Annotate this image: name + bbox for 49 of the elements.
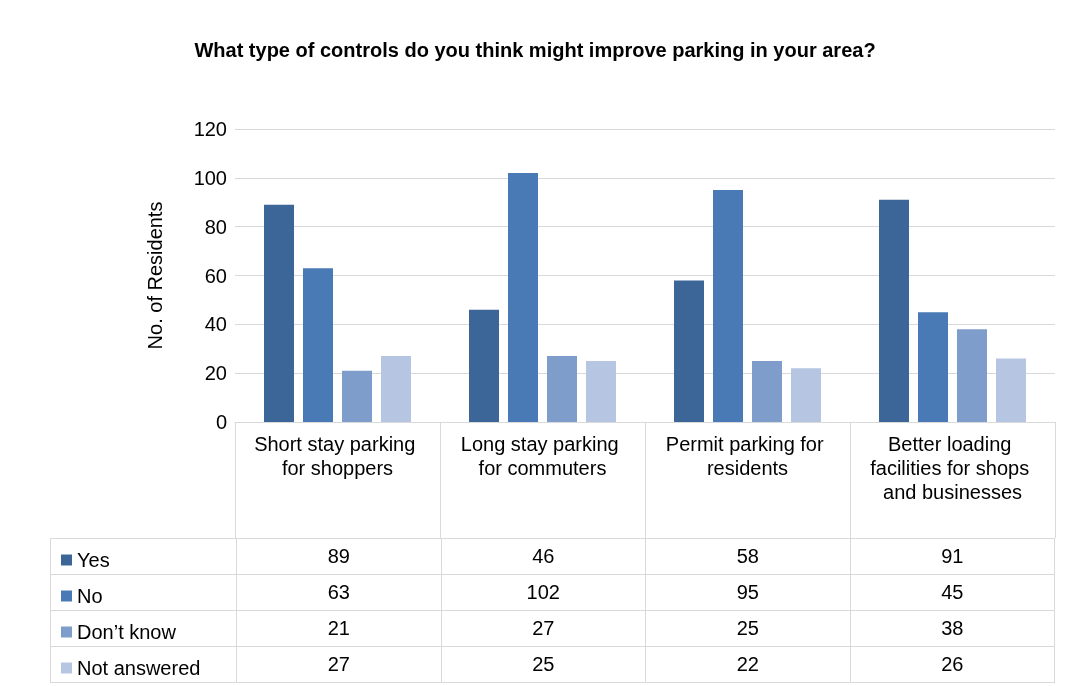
bar — [752, 360, 782, 422]
y-tick-label: 80 — [204, 215, 227, 238]
data-label: 25 — [441, 646, 646, 683]
y-axis-title: No. of Residents — [144, 201, 166, 350]
data-label: 21 — [236, 610, 441, 647]
y-tick-label: 60 — [204, 264, 227, 287]
x-tick-label: Short stay parking for shoppers — [254, 433, 421, 479]
y-tick-label: 0 — [215, 411, 227, 433]
bar — [918, 312, 948, 422]
data-label: 46 — [441, 538, 646, 575]
bar — [264, 204, 294, 422]
data-label: 27 — [441, 610, 646, 647]
data-label: 22 — [645, 646, 850, 683]
bar — [791, 368, 821, 422]
bar — [713, 190, 743, 422]
bar — [879, 199, 909, 422]
bar — [303, 268, 333, 422]
data-label: 38 — [850, 610, 1055, 647]
data-label: 102 — [441, 574, 646, 611]
x-tick-label: Long stay parking for commuters — [460, 433, 625, 479]
y-tick-label: 20 — [204, 362, 227, 385]
legend-label: Yes — [77, 549, 110, 571]
data-label: 45 — [850, 574, 1055, 611]
x-tick-label: Better loading facilities for shops and businesses — [870, 433, 1035, 503]
y-tick-label: 120 — [193, 118, 227, 140]
data-label: 25 — [645, 610, 850, 647]
data-label: 91 — [850, 538, 1055, 575]
data-label: 63 — [236, 574, 441, 611]
bar — [547, 356, 577, 422]
y-tick-label: 40 — [204, 313, 227, 336]
data-label: 27 — [236, 646, 441, 683]
bar — [957, 329, 987, 422]
bar — [674, 280, 704, 422]
data-label: 26 — [850, 646, 1055, 683]
bar — [342, 370, 372, 422]
bar — [381, 356, 411, 422]
bar — [996, 358, 1026, 422]
bar — [469, 309, 499, 422]
data-label: 89 — [236, 538, 441, 575]
bar — [586, 360, 616, 422]
bar — [508, 172, 538, 422]
legend-label: Don’t know — [77, 621, 177, 643]
x-tick-label: Permit parking for residents — [665, 433, 830, 479]
legend-label: Not answered — [77, 657, 201, 679]
legend-label: No — [77, 585, 103, 607]
data-label: 95 — [645, 574, 850, 611]
data-label: 58 — [645, 538, 850, 575]
y-tick-label: 100 — [193, 166, 227, 189]
chart-title: What type of controls do you think might improve parking in your area? — [194, 39, 876, 61]
